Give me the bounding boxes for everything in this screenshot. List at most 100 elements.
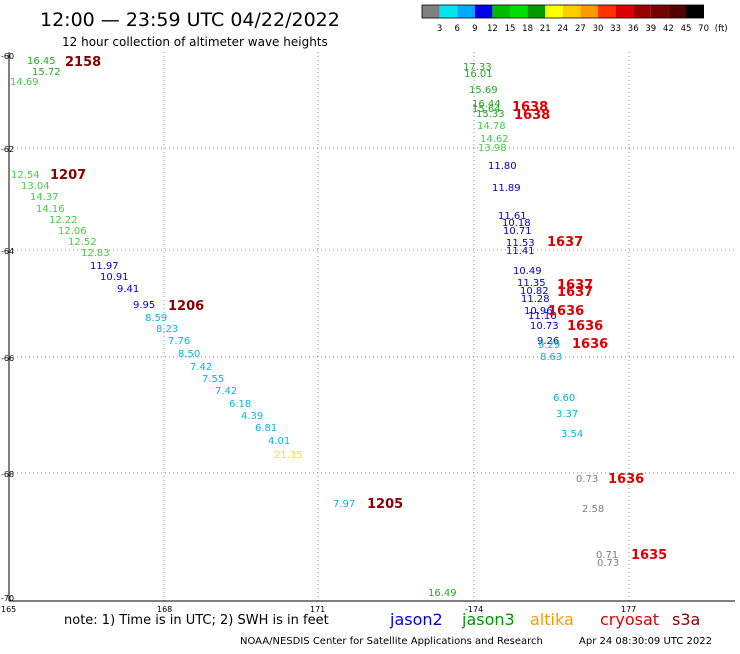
legend-swatch — [527, 5, 546, 18]
wave-height-value: 12.83 — [81, 248, 110, 259]
wave-height-value: 14.16 — [36, 204, 65, 215]
legend-swatch — [580, 5, 598, 18]
legend-swatch — [422, 5, 440, 18]
legend-swatch — [545, 5, 563, 18]
wave-height-value: 7.55 — [202, 374, 224, 385]
wave-height-value: 10.96 — [524, 306, 553, 317]
legend-swatch — [439, 5, 458, 18]
legend-swatch — [668, 5, 686, 18]
legend-tick-label: 15 — [505, 24, 516, 34]
pass-time-label: 1637 — [557, 278, 593, 293]
wave-height-value: 9.41 — [117, 284, 139, 295]
lon-label: 177 — [621, 605, 636, 614]
satellite-label-cryosat: cryosat — [600, 610, 659, 629]
lon-label: 168 — [157, 605, 172, 614]
legend-swatch — [562, 5, 581, 18]
wave-height-value: 12.22 — [49, 215, 78, 226]
wave-height-value: 8.63 — [540, 352, 562, 363]
pass-time-label: 1637 — [547, 235, 583, 250]
wave-height-value: 6.60 — [553, 393, 575, 404]
legend-swatch — [650, 5, 669, 18]
legend-frame — [421, 4, 705, 19]
wave-height-value: 17.33 — [463, 62, 492, 73]
wave-height-value: 12.06 — [58, 226, 87, 237]
satellite-label-altika: altika — [530, 610, 574, 629]
wave-height-value: 10.91 — [100, 272, 129, 283]
map-subtitle: 12 hour collection of altimeter wave hei… — [62, 35, 328, 49]
wave-height-value: 11.16 — [528, 311, 557, 322]
pass-time-label: 1207 — [50, 168, 86, 183]
legend-tick-label: 36 — [628, 24, 639, 34]
pass-time-label: 1635 — [631, 548, 667, 563]
legend-tick-label: 6 — [454, 24, 459, 34]
pass-time-labels: 2158120712061205163816381637163716371636… — [50, 55, 667, 563]
footer-note: note: 1) Time is in UTC; 2) SWH is in fe… — [64, 613, 329, 628]
wave-height-value: 12.54 — [11, 170, 40, 181]
lat-lon-grid — [8, 52, 735, 602]
legend-tick-label: 18 — [522, 24, 533, 34]
wave-height-value: 7.97 — [333, 499, 355, 510]
satellite-label-jason3: jason3 — [461, 610, 515, 629]
wave-height-value: 21.35 — [274, 450, 303, 461]
legend-tick-label: 27 — [575, 24, 586, 34]
wave-height-value: 7.42 — [190, 362, 212, 373]
legend-swatch — [615, 5, 634, 18]
pass-time-label: 1637 — [557, 285, 593, 300]
pass-time-label: 1638 — [512, 100, 548, 115]
wave-height-value: 8.50 — [178, 349, 200, 360]
wave-height-value: 3.54 — [561, 429, 583, 440]
legend-tick-label: 39 — [645, 24, 656, 34]
pass-time-label: 2158 — [65, 55, 101, 70]
lat-label: -68 — [1, 470, 14, 479]
wave-height-value: 16.45 — [27, 56, 56, 67]
wave-height-value: 0.73 — [597, 558, 619, 569]
satellite-label-s3a: s3a — [672, 610, 700, 629]
wave-height-value: 15.64 — [472, 104, 501, 115]
legend-swatch — [492, 5, 510, 18]
wave-height-value: 16.49 — [428, 588, 457, 599]
pass-time-label: 1205 — [367, 497, 403, 512]
lat-label: -66 — [1, 354, 14, 363]
wave-height-value: 10.18 — [502, 218, 531, 229]
wave-height-value: 4.01 — [268, 436, 290, 447]
wave-height-value: 11.61 — [498, 211, 527, 222]
wave-height-value: 10.71 — [503, 226, 532, 237]
legend-swatch — [457, 5, 475, 18]
wave-height-value: 0.73 — [576, 474, 598, 485]
legend-tick-label: 45 — [681, 24, 692, 34]
pass-time-label: 1636 — [548, 304, 584, 319]
color-scale-legend: 3 6 9 12 15 18 21 24 27 30 33 36 39 42 45 70 (ft) — [421, 4, 728, 34]
wave-height-value: 7.76 — [168, 336, 190, 347]
wave-height-value: 9.95 — [133, 300, 155, 311]
wave-height-value: 14.37 — [30, 192, 59, 203]
legend-tick-label: 70 — [698, 24, 709, 34]
lat-label: -70 — [1, 594, 14, 603]
wave-height-value: 11.28 — [521, 294, 550, 305]
wave-height-value: 9.26 — [537, 336, 559, 347]
wave-height-value: 14.69 — [10, 77, 39, 88]
legend-swatch — [510, 5, 528, 18]
wave-height-value: 8.59 — [145, 313, 167, 324]
wave-height-value: 11.41 — [506, 246, 535, 257]
wave-height-value: 7.42 — [215, 386, 237, 397]
wave-height-value: 2.58 — [582, 504, 604, 515]
legend-tick-label: 24 — [557, 24, 568, 34]
legend-tick-label: 30 — [593, 24, 604, 34]
pass-time-label: 1636 — [572, 337, 608, 352]
lat-label: -60 — [1, 52, 14, 61]
pass-time-label: 1636 — [608, 472, 644, 487]
wave-height-value: 11.53 — [506, 238, 535, 249]
wave-height-value: 15.72 — [32, 67, 61, 78]
wave-height-value: 6.18 — [229, 399, 251, 410]
wave-height-value: 11.97 — [90, 261, 119, 272]
wave-height-value: 16.44 — [472, 99, 501, 110]
pass-time-label: 1206 — [168, 299, 204, 314]
legend-swatch — [686, 5, 704, 18]
wave-height-value: 16.01 — [464, 69, 493, 80]
lon-label: -174 — [465, 605, 483, 614]
wave-height-value: 6.81 — [255, 423, 277, 434]
wave-height-value: 14.78 — [477, 121, 506, 132]
pass-time-label: 1636 — [567, 319, 603, 334]
